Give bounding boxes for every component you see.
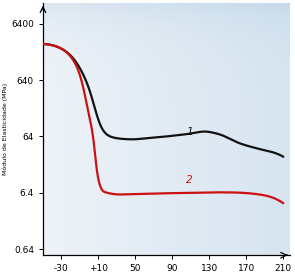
Text: 1: 1 [186,127,193,137]
Y-axis label: Módulo de Elasticidade (MPa): Módulo de Elasticidade (MPa) [3,83,8,175]
Text: 2: 2 [186,175,193,185]
